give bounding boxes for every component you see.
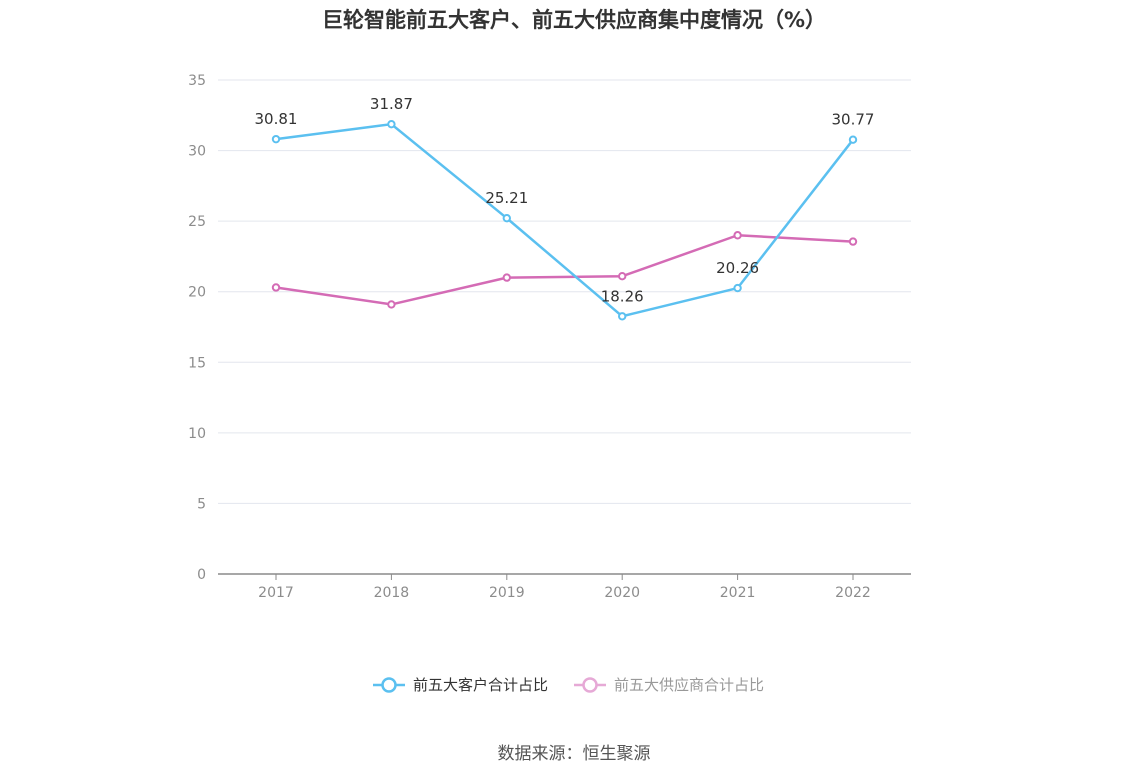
axes: 0 5 10 15 20 25 30 35 2017 2018 2019 2020 2021 2022 bbox=[188, 73, 911, 601]
data-label: 18.26 bbox=[601, 287, 644, 305]
legend-marker bbox=[381, 677, 397, 693]
legend-marker bbox=[582, 677, 598, 693]
grid-lines bbox=[218, 79, 911, 504]
data-point bbox=[387, 300, 396, 309]
y-tick-label: 35 bbox=[188, 73, 206, 89]
y-tick-label: 5 bbox=[197, 496, 206, 512]
y-tick-label: 15 bbox=[188, 355, 206, 371]
data-point bbox=[618, 312, 627, 321]
y-tick-label: 10 bbox=[188, 426, 206, 442]
legend: 前五大客户合计占比 前五大供应商合计占比 bbox=[373, 676, 764, 694]
data-point bbox=[271, 283, 281, 292]
series bbox=[271, 119, 858, 321]
data-point bbox=[733, 231, 742, 240]
legend-label: 前五大客户合计占比 bbox=[413, 676, 548, 694]
chart-title: 巨轮智能前五大客户、前五大供应商集中度情况（%） bbox=[321, 8, 827, 32]
series-line-1 bbox=[275, 234, 854, 306]
x-tick-label: 2022 bbox=[835, 585, 871, 601]
data-point bbox=[271, 134, 281, 144]
data-point bbox=[733, 283, 742, 293]
data-point bbox=[387, 119, 396, 129]
y-tick-label: 20 bbox=[188, 285, 206, 301]
y-tick-label: 0 bbox=[197, 567, 206, 583]
data-labels: 30.81 31.87 25.21 18.26 20.26 30.77 bbox=[255, 95, 875, 305]
x-tick-label: 2019 bbox=[489, 585, 525, 601]
legend-item-1[interactable]: 前五大供应商合计占比 bbox=[574, 676, 764, 694]
data-point bbox=[502, 213, 511, 223]
data-label: 30.77 bbox=[832, 111, 875, 129]
data-label: 31.87 bbox=[370, 95, 413, 113]
x-tick-label: 2020 bbox=[604, 585, 640, 601]
data-label: 30.81 bbox=[255, 110, 298, 128]
y-tick-label: 30 bbox=[188, 144, 206, 160]
data-label: 25.21 bbox=[485, 189, 528, 207]
data-point bbox=[848, 135, 858, 144]
legend-item-0[interactable]: 前五大客户合计占比 bbox=[373, 676, 548, 694]
x-tick-label: 2021 bbox=[720, 585, 756, 601]
x-tick-label: 2018 bbox=[374, 585, 410, 601]
data-point bbox=[502, 273, 511, 282]
y-tick-label: 25 bbox=[188, 214, 206, 230]
series-line-0 bbox=[275, 122, 854, 318]
data-point bbox=[848, 237, 858, 246]
data-source: 数据来源：恒生聚源 bbox=[497, 744, 651, 764]
x-tick-label: 2017 bbox=[258, 585, 294, 601]
data-label: 20.26 bbox=[716, 259, 759, 277]
data-point bbox=[618, 271, 627, 281]
legend-label: 前五大供应商合计占比 bbox=[614, 676, 764, 694]
